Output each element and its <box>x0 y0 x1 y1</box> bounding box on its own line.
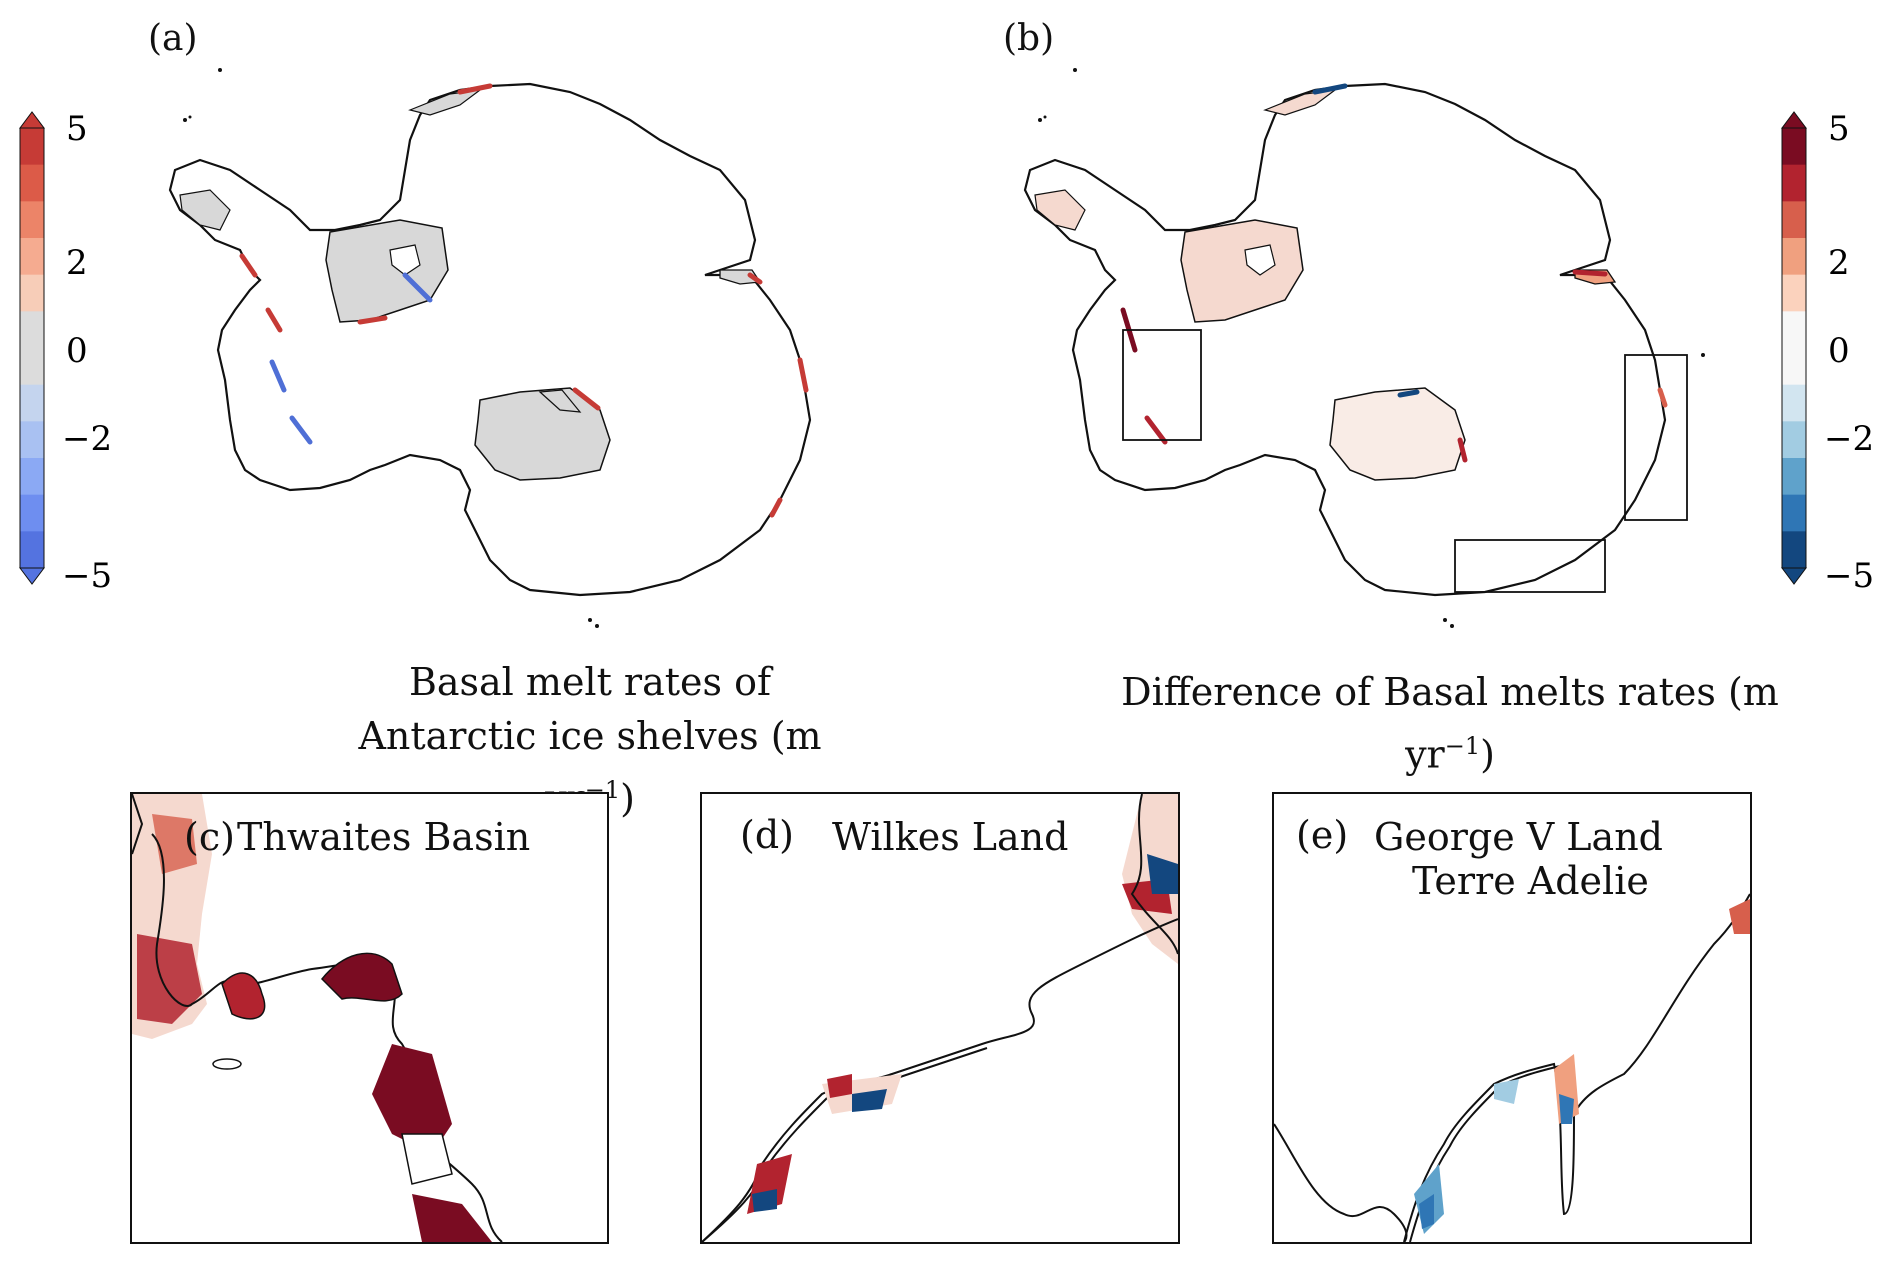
colorbar-swatch <box>20 128 44 166</box>
colorbar-swatch <box>20 274 44 312</box>
cb-a-tick-2: 2 <box>66 243 88 283</box>
inset-wilkes: (d) Wilkes Land <box>700 792 1180 1244</box>
panel-label-a: (a) <box>148 18 198 59</box>
colorbar-swatch <box>20 164 44 202</box>
inset-c-title: Thwaites Basin <box>237 815 531 859</box>
caption-b: Difference of Basal melts rates (m yr−1) <box>1080 665 1820 782</box>
colorbar-swatch <box>20 311 44 349</box>
colorbar-a: 5 2 0 −2 −5 <box>19 109 112 596</box>
colorbar-swatch <box>20 348 44 386</box>
antarctica-map-a <box>168 68 812 628</box>
colorbar-frame <box>19 127 45 569</box>
caption-b-unit: (m yr <box>1405 670 1779 777</box>
inset-d-label: (d) <box>740 813 794 857</box>
colorbar-swatch <box>20 421 44 459</box>
box-wilkes <box>1624 354 1688 521</box>
antarctica-map-b <box>1023 68 1705 628</box>
colorbar-swatch <box>20 384 44 422</box>
colorbar-swatch <box>20 494 44 532</box>
colorbar-swatch <box>1782 238 1806 276</box>
colorbar-swatch <box>20 531 44 569</box>
box-thwaites <box>1122 329 1202 441</box>
cb-a-tick-5: 5 <box>66 109 88 149</box>
colorbar-swatch <box>1782 348 1806 386</box>
ross-shelf-b <box>1329 387 1466 481</box>
colorbar-swatch <box>1782 164 1806 202</box>
colorbar-swatch <box>1782 494 1806 532</box>
cb-a-tick-minus2: −2 <box>62 419 112 459</box>
cb-b-tick-2: 2 <box>1828 243 1850 283</box>
colorbar-b: 5 2 0 −2 −5 <box>1781 109 1874 596</box>
colorbar-swatch <box>1782 128 1806 166</box>
colorbar-extend-top <box>19 111 45 129</box>
inset-thwaites: (c) Thwaites Basin <box>130 792 609 1244</box>
colorbar-swatch <box>1782 384 1806 422</box>
inset-e-title-2: Terre Adelie <box>1412 859 1649 903</box>
caption-b-exp: −1 <box>1444 732 1481 760</box>
cb-a-tick-0: 0 <box>66 331 88 371</box>
caption-a-close: ) <box>620 776 635 821</box>
colorbar-frame <box>1781 127 1807 569</box>
ronne-filchner-shelf-b <box>1180 219 1304 323</box>
colorbar-swatch <box>20 201 44 239</box>
inset-george-v: (e) George V Land Terre Adelie <box>1272 792 1752 1244</box>
colorbar-swatch <box>1782 274 1806 312</box>
caption-a-line2: Antarctic ice shelves <box>358 714 759 758</box>
colorbar-extend-bottom <box>19 567 45 585</box>
inset-c-label: (c) <box>184 815 235 859</box>
cb-b-tick-minus2: −2 <box>1824 419 1874 459</box>
colorbar-extend-bottom <box>1781 567 1807 585</box>
colorbar-extend-top <box>1781 111 1807 129</box>
cb-b-tick-5: 5 <box>1828 109 1850 149</box>
colorbar-swatch <box>1782 458 1806 496</box>
inset-e-label: (e) <box>1296 813 1349 857</box>
cb-a-tick-minus5: −5 <box>62 556 112 596</box>
box-george-v <box>1454 539 1606 593</box>
caption-b-text: Difference of Basal melts rates <box>1121 670 1716 714</box>
colorbar-swatch <box>1782 421 1806 459</box>
panel-label-b: (b) <box>1003 18 1055 59</box>
cb-b-tick-minus5: −5 <box>1824 556 1874 596</box>
colorbar-swatch <box>1782 311 1806 349</box>
ronne-filchner-shelf <box>325 219 449 323</box>
colorbar-swatch <box>20 238 44 276</box>
caption-b-close: ) <box>1480 732 1495 777</box>
colorbar-swatch <box>1782 201 1806 239</box>
colorbar-swatch <box>20 458 44 496</box>
cb-b-tick-0: 0 <box>1828 331 1850 371</box>
inset-e-title-1: George V Land <box>1374 815 1663 859</box>
colorbar-swatch <box>1782 531 1806 569</box>
caption-a-line1: Basal melt rates of <box>408 660 772 704</box>
inset-d-title: Wilkes Land <box>832 815 1069 859</box>
